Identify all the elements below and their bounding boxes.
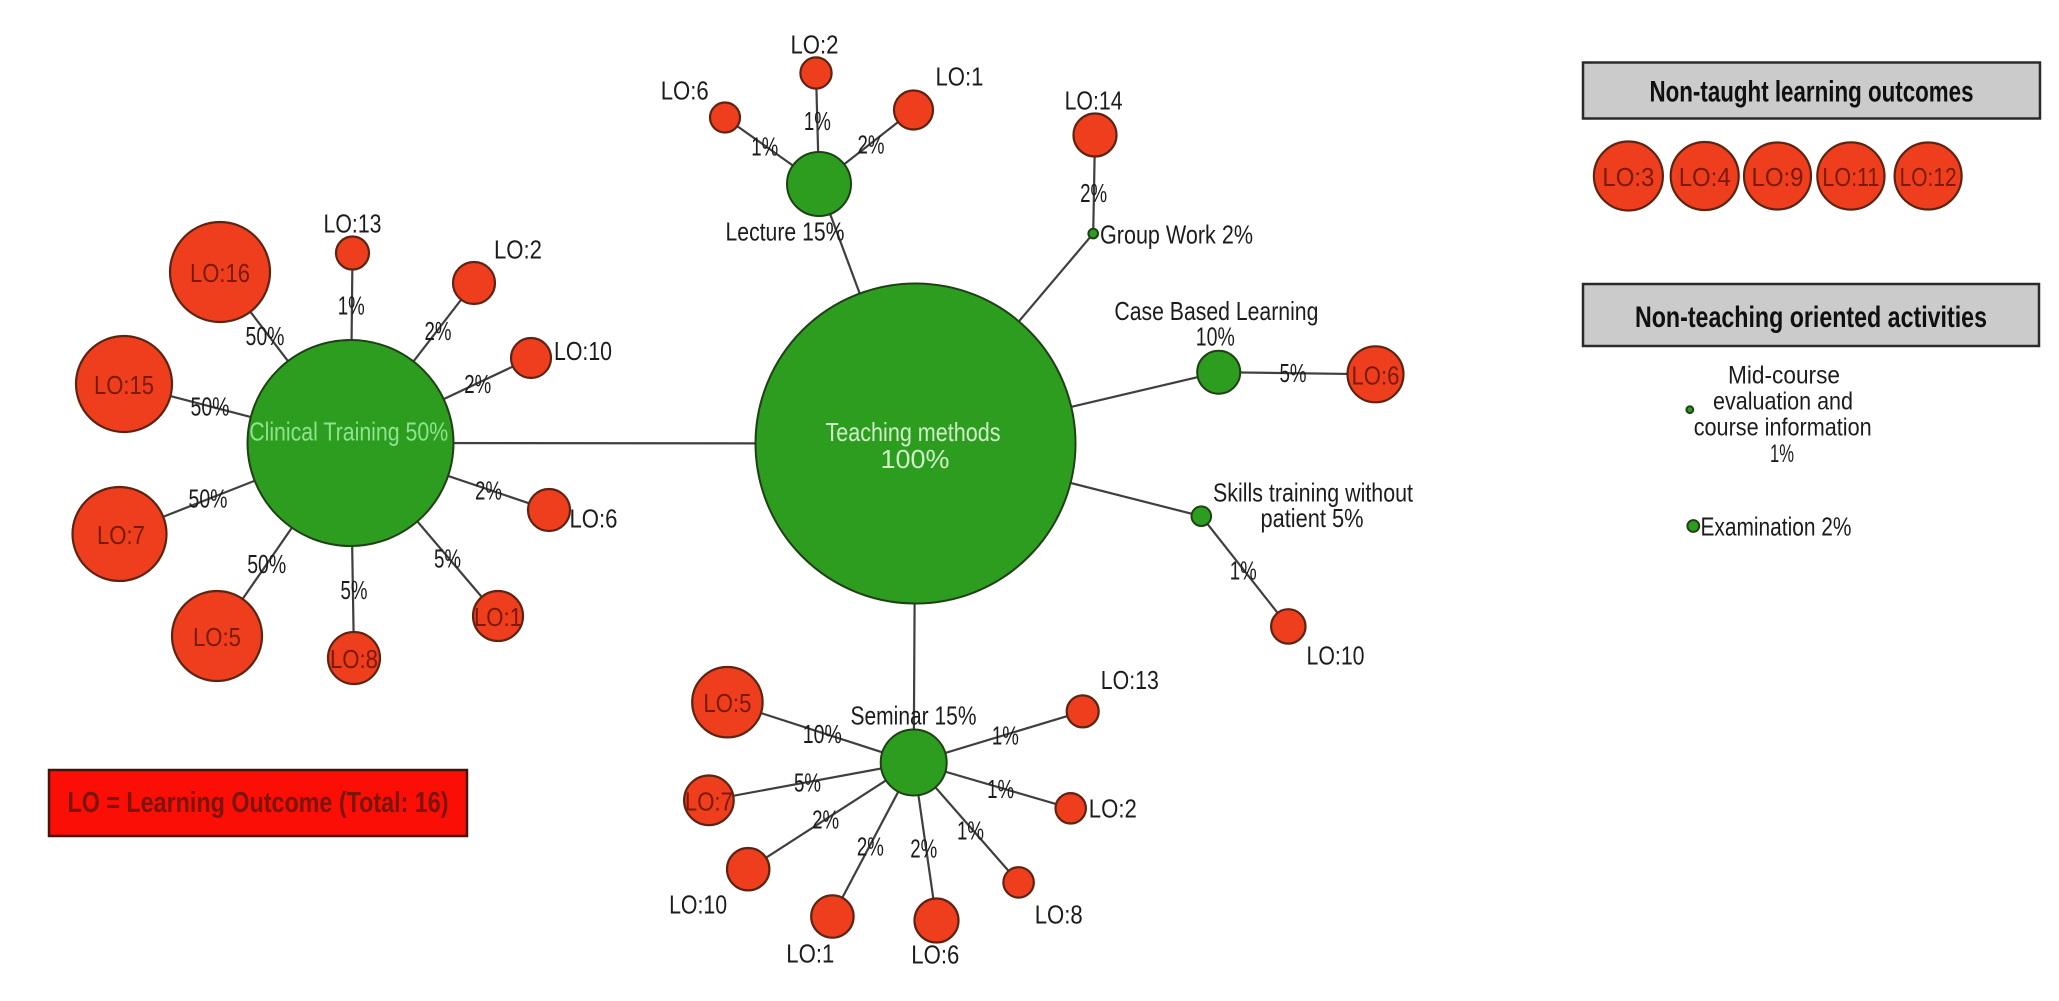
svg-text:LO:16: LO:16 (190, 258, 250, 288)
svg-text:LO:11: LO:11 (1822, 162, 1879, 192)
svg-text:1%: 1% (338, 291, 365, 321)
svg-text:5%: 5% (341, 575, 368, 605)
svg-text:LO:8: LO:8 (330, 644, 378, 674)
svg-text:2%: 2% (425, 316, 452, 346)
svg-text:LO:4: LO:4 (1679, 162, 1731, 192)
svg-text:LO:10: LO:10 (554, 336, 612, 366)
svg-text:50%: 50% (246, 321, 285, 351)
svg-text:LO:6: LO:6 (661, 76, 709, 106)
svg-text:1%: 1% (992, 720, 1019, 750)
svg-text:2%: 2% (910, 833, 937, 863)
svg-text:Skills training without: Skills training without (1213, 477, 1414, 507)
svg-text:LO:6: LO:6 (1352, 360, 1400, 390)
svg-text:LO:14: LO:14 (1065, 86, 1123, 116)
svg-text:Examination 2%: Examination 2% (1701, 512, 1852, 542)
svg-text:Mid-course: Mid-course (1728, 362, 1840, 390)
svg-text:LO:13: LO:13 (324, 209, 382, 239)
svg-text:LO:3: LO:3 (1602, 162, 1654, 192)
svg-text:LO:6: LO:6 (911, 940, 959, 970)
svg-text:LO:1: LO:1 (474, 602, 522, 632)
svg-text:LO:2: LO:2 (791, 30, 839, 60)
svg-text:5%: 5% (434, 544, 461, 574)
svg-text:LO = Learning Outcome (Total:: LO = Learning Outcome (Total: 16) (68, 787, 449, 819)
svg-text:LO:8: LO:8 (1035, 900, 1083, 930)
svg-text:2%: 2% (857, 831, 884, 861)
svg-text:100%: 100% (881, 444, 950, 474)
svg-text:2%: 2% (475, 476, 502, 506)
svg-text:Lecture 15%: Lecture 15% (726, 217, 845, 247)
svg-text:LO:10: LO:10 (1307, 641, 1365, 671)
svg-text:Non-taught learning outcomes: Non-taught learning outcomes (1650, 76, 1974, 109)
svg-text:1%: 1% (1230, 556, 1257, 586)
svg-text:patient 5%: patient 5% (1261, 503, 1364, 533)
svg-text:LO:7: LO:7 (685, 786, 733, 816)
svg-text:LO:1: LO:1 (786, 938, 834, 968)
svg-text:50%: 50% (191, 392, 230, 422)
svg-text:LO:15: LO:15 (94, 370, 154, 400)
svg-text:Case Based Learning: Case Based Learning (1114, 296, 1318, 326)
svg-text:LO:5: LO:5 (193, 622, 241, 652)
svg-text:evaluation and: evaluation and (1713, 388, 1853, 416)
svg-text:5%: 5% (794, 767, 821, 797)
svg-text:1%: 1% (987, 774, 1014, 804)
svg-text:1%: 1% (957, 815, 984, 845)
svg-text:Non-teaching oriented activiti: Non-teaching oriented activities (1635, 301, 1987, 334)
svg-text:50%: 50% (189, 484, 228, 514)
svg-text:LO:2: LO:2 (1089, 793, 1137, 823)
svg-text:LO:2: LO:2 (494, 235, 542, 265)
svg-text:2%: 2% (1080, 178, 1107, 208)
svg-text:LO:12: LO:12 (1900, 162, 1957, 192)
svg-text:Group Work 2%: Group Work 2% (1100, 220, 1253, 250)
svg-text:LO:10: LO:10 (669, 890, 727, 920)
svg-text:Seminar 15%: Seminar 15% (851, 700, 977, 730)
svg-text:LO:13: LO:13 (1101, 665, 1159, 695)
svg-text:1%: 1% (751, 132, 778, 162)
svg-text:10%: 10% (803, 719, 842, 749)
svg-text:LO:6: LO:6 (570, 504, 618, 534)
svg-text:1%: 1% (804, 106, 831, 136)
svg-text:course information: course information (1694, 414, 1872, 442)
svg-text:LO:9: LO:9 (1752, 162, 1804, 192)
svg-text:5%: 5% (1280, 358, 1307, 388)
svg-text:Clinical Training 50%: Clinical Training 50% (249, 417, 448, 447)
svg-text:LO:7: LO:7 (97, 520, 145, 550)
svg-text:2%: 2% (812, 805, 839, 835)
svg-text:2%: 2% (858, 130, 885, 160)
svg-text:10%: 10% (1196, 322, 1235, 352)
svg-text:2%: 2% (464, 369, 491, 399)
svg-text:LO:1: LO:1 (936, 62, 984, 92)
svg-text:LO:5: LO:5 (703, 688, 751, 718)
svg-text:50%: 50% (247, 549, 286, 579)
svg-text:Teaching methods: Teaching methods (826, 417, 1001, 447)
svg-text:1%: 1% (1770, 440, 1794, 468)
